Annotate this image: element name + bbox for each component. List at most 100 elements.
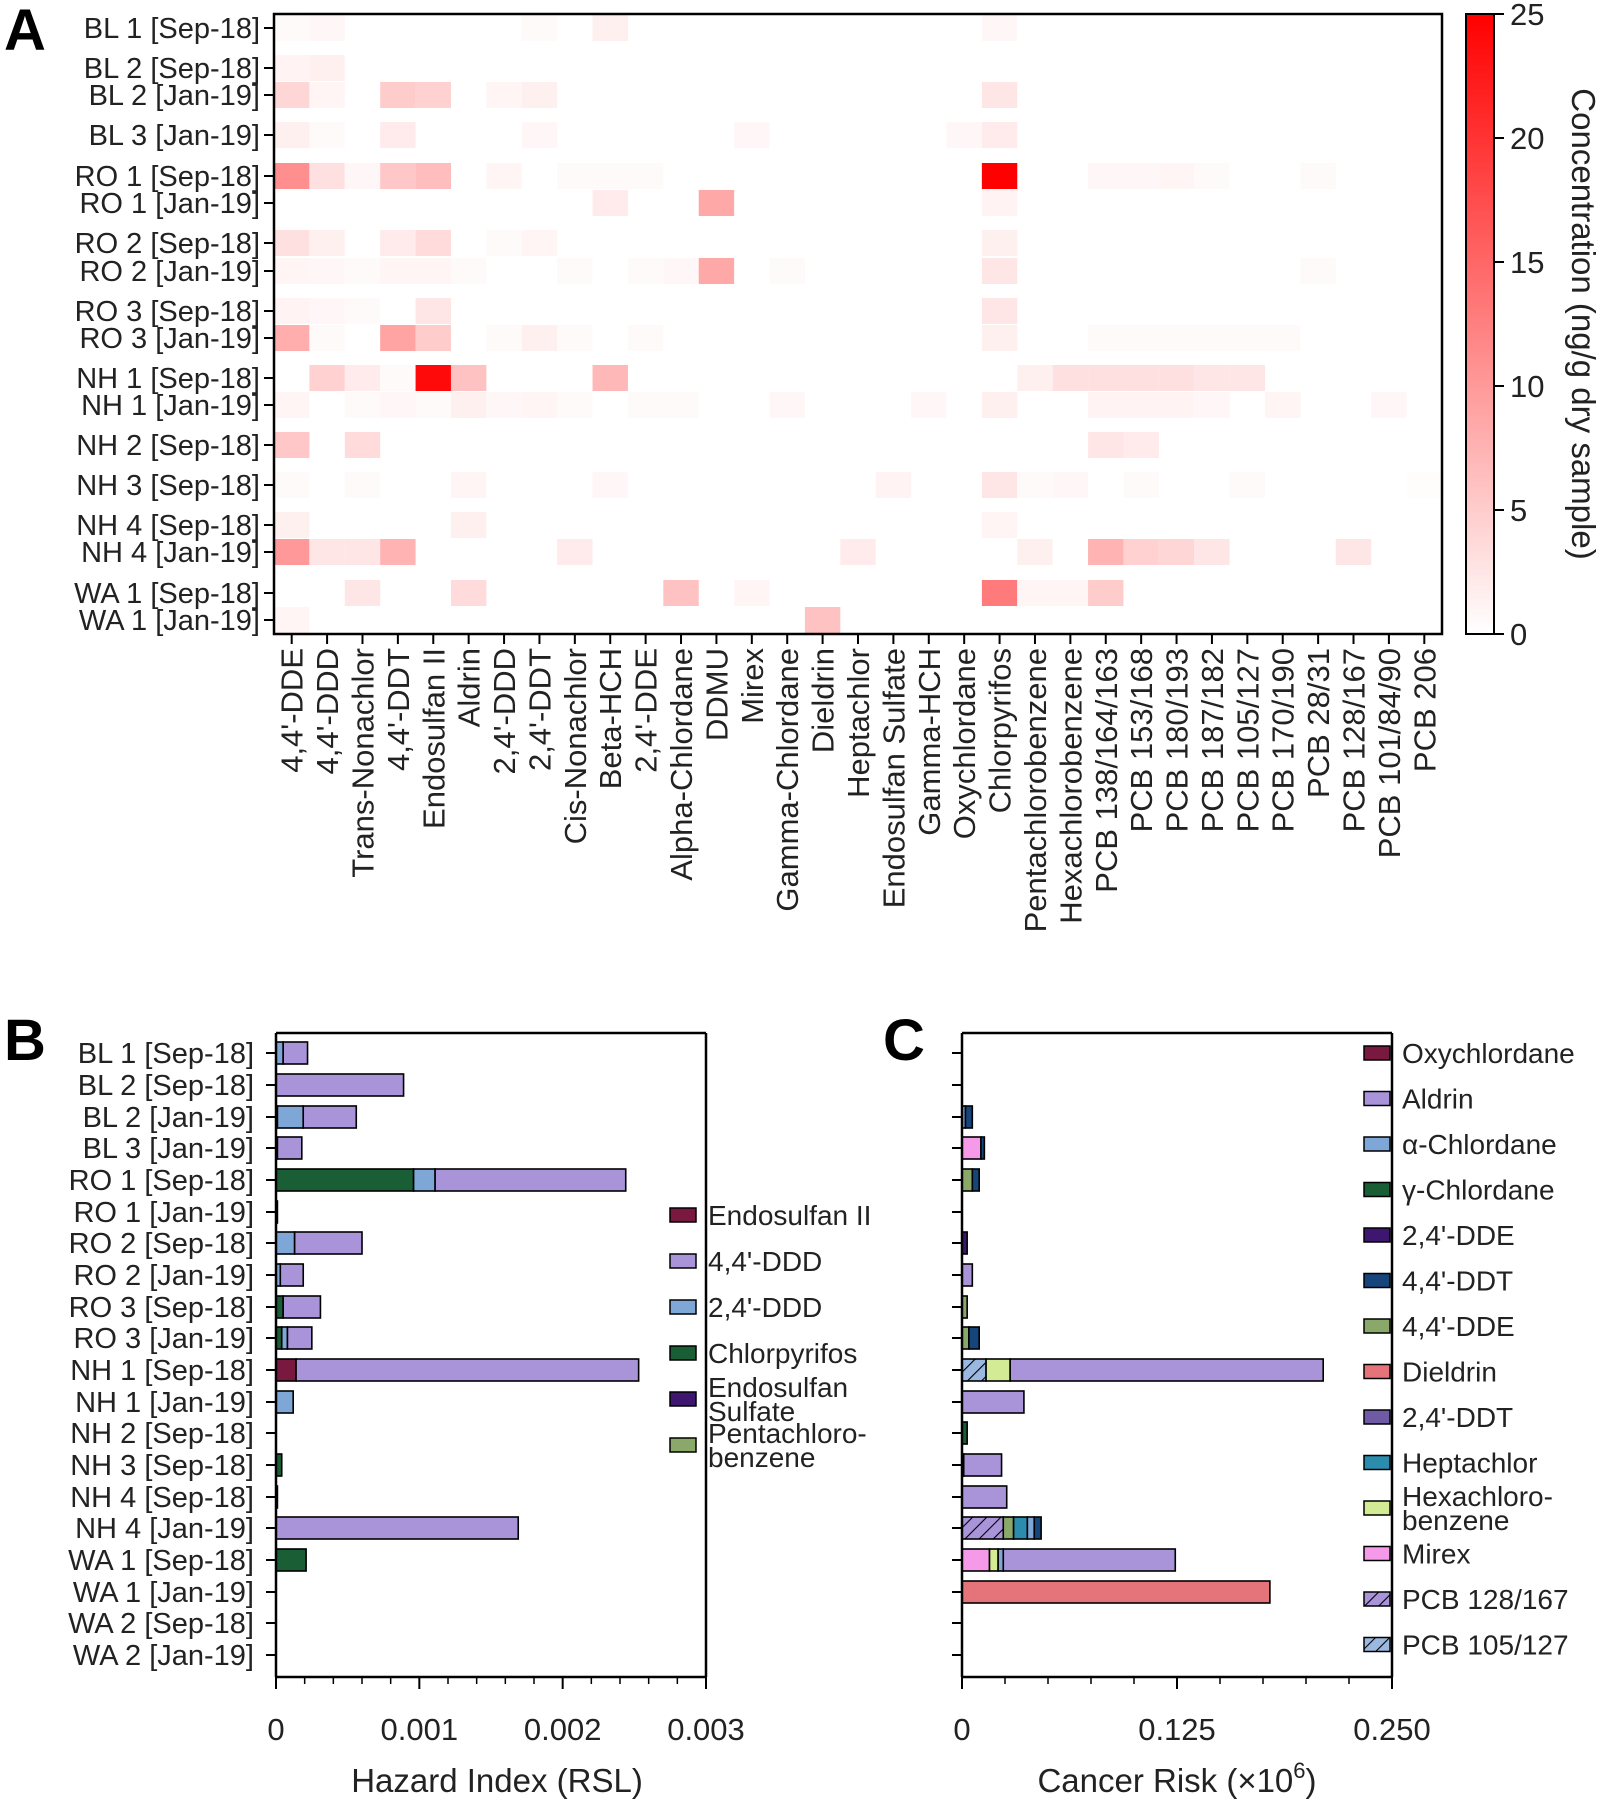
heat-col-label: Beta-HCH [593, 648, 628, 789]
heat-cell-ro-2-sep-18-chlorpyrifos [981, 230, 1018, 256]
hazard-category-label: NH 1 [Sep-18] [70, 1355, 254, 1387]
heat-col-label: PCB 101/84/90 [1372, 648, 1407, 858]
heat-col-label: PCB 180/193 [1160, 648, 1195, 832]
cancer-bar-hatch-nh-1-sep-18-pcb-105-127 [962, 1359, 987, 1381]
heat-col-label: Oxychlordane [947, 648, 982, 839]
hazard-category-label: BL 2 [Sep-18] [78, 1070, 254, 1102]
heat-cell-ro-3-jan-19-4-4-dde [274, 325, 310, 351]
heat-cell-ro-2-sep-18-4-4-ddd [309, 230, 345, 256]
heat-row-label: WA 1 [Sep-18] [74, 578, 260, 610]
heat-col-label: 4,4'-DDE [275, 648, 310, 773]
colorbar-tick-label: 0 [1510, 617, 1527, 652]
heat-col-label: DDMU [699, 648, 734, 741]
heat-cell-nh-1-jan-19-4-4-ddt [380, 392, 416, 418]
heat-cell-ro-3-jan-19-pcb-105-127 [1229, 325, 1266, 351]
hazard-category-label: BL 1 [Sep-18] [78, 1038, 254, 1070]
cancer-bar-nh-1-jan-19-aldrin [961, 1390, 1025, 1414]
heat-cell-nh-1-jan-19-2-4-ddd [486, 392, 522, 418]
heat-col-label: PCB 170/190 [1266, 648, 1301, 832]
cancer-legend-label-2-4-dde: 2,4'-DDE [1402, 1220, 1515, 1251]
cancer-legend-label-hexachloro-benzene: benzene [1402, 1505, 1509, 1536]
heat-cell-ro-2-sep-18-endosulfan-ii [415, 230, 451, 256]
cancer-risk-bars [961, 1105, 1324, 1604]
cancer-legend-swatch-2-4-dde [1363, 1227, 1391, 1243]
heat-cell-wa-1-sep-18-hexachlorobenzene [1052, 580, 1089, 606]
hazard-legend-swatch-endosulfan-ii [669, 1207, 697, 1223]
cancer-bar-ro-2-jan-19-aldrin [961, 1263, 974, 1287]
heat-cell-ro-1-jan-19-ddmu [698, 190, 735, 216]
heat-cell-ro-1-sep-18-pcb-138-164-163 [1088, 163, 1124, 189]
cancer-legend-label-chlordane: γ-Chlordane [1402, 1175, 1555, 1206]
heat-cell-nh-1-sep-18-4-4-ddt [380, 365, 416, 391]
heat-cell-nh-1-sep-18-pcb-153-168 [1123, 365, 1159, 391]
heat-cell-nh-1-sep-18-aldrin [450, 365, 487, 391]
heat-cell-nh-4-sep-18-aldrin [450, 512, 487, 538]
heat-cell-ro-2-jan-19-4-4-ddd [309, 258, 345, 284]
cancer-bar-nh-4-jan-19-chlordane [1026, 1516, 1036, 1540]
hazard-bar-bl-3-jan-19-4-4-ddd [276, 1136, 303, 1160]
heat-cell-nh-1-jan-19-pcb-187-182 [1194, 392, 1230, 418]
cancer-x-label-exponent: 6 [1293, 1758, 1305, 1783]
heat-cell-ro-1-sep-18-endosulfan-ii [415, 163, 451, 189]
cancer-bar-wa-1-sep-18-mirex [961, 1548, 991, 1572]
heat-cell-nh-1-sep-18-pcb-180-193 [1158, 365, 1195, 391]
hazard-x-tick-label: 0 [267, 1712, 284, 1747]
heat-cell-ro-3-jan-19-4-4-ddd [309, 325, 345, 351]
heat-col-label: Cis-Nonachlor [558, 648, 593, 844]
cancer-bar-nh-4-jan-19-heptachlor [1012, 1516, 1029, 1540]
heat-col-label: PCB 128/167 [1337, 648, 1372, 832]
cancer-category-ticks [952, 1052, 962, 1656]
heat-cell-nh-1-sep-18-trans-nonachlor [344, 365, 381, 391]
heat-col-label: PCB 28/31 [1301, 648, 1336, 798]
hazard-category-label: RO 1 [Sep-18] [69, 1165, 254, 1197]
hazard-legend-label-chlorpyrifos: Chlorpyrifos [708, 1338, 857, 1369]
heat-cell-ro-2-jan-19-cis-nonachlor [557, 258, 593, 284]
heatmap-column-labels: 4,4'-DDE 4,4'-DDD Trans-Nonachlor 4,4'-DDT E… [275, 634, 1442, 932]
cancer-bar-nh-1-sep-18-aldrin [1009, 1358, 1324, 1382]
cancer-legend-label-aldrin: Aldrin [1402, 1084, 1474, 1115]
heat-cell-ro-3-jan-19-pcb-170-190 [1265, 325, 1301, 351]
heat-cell-nh-1-jan-19-pcb-153-168 [1123, 392, 1159, 418]
heat-cell-ro-2-sep-18-4-4-dde [274, 230, 310, 256]
heat-cell-wa-1-sep-18-pentachlorobenzene [1017, 580, 1053, 606]
cancer-legend-label-chlordane: α-Chlordane [1402, 1129, 1557, 1160]
heat-cell-bl-2-jan-19-endosulfan-ii [415, 82, 451, 108]
cancer-legend-swatch-2-4-ddt [1363, 1409, 1391, 1425]
heat-cell-bl-2-sep-18-4-4-ddd [309, 55, 345, 81]
heatmap-row-labels: BL 1 [Sep-18] BL 2 [Sep-18]BL 2 [Jan-19] B… [74, 13, 274, 637]
heat-cell-ro-1-sep-18-trans-nonachlor [344, 163, 381, 189]
heat-cell-bl-1-sep-18-2-4-ddt [521, 15, 558, 41]
heat-cell-nh-1-jan-19-pcb-138-164-163 [1088, 392, 1124, 418]
heat-cell-ro-3-jan-19-pcb-153-168 [1123, 325, 1159, 351]
heat-cell-ro-1-jan-19-chlorpyrifos [981, 190, 1018, 216]
heat-cell-nh-2-sep-18-pcb-153-168 [1123, 432, 1159, 458]
cancer-bar-nh-1-sep-18-hexachloro-benzene [985, 1358, 1011, 1382]
hazard-legend-label-2-4-ddd: 2,4'-DDD [708, 1292, 822, 1323]
cancer-legend-swatch-oxychlordane [1363, 1045, 1391, 1061]
heat-col-label: 4,4'-DDT [381, 648, 416, 771]
heat-cell-ro-3-jan-19-pcb-187-182 [1194, 325, 1230, 351]
heat-cell-ro-2-jan-19-gamma-chlordane [769, 258, 805, 284]
hazard-bar-ro-1-sep-18-4-4-ddd [434, 1168, 627, 1192]
heat-col-label: Pentachlorobenzene [1018, 648, 1053, 932]
heat-cell-ro-1-sep-18-2-4-ddd [486, 163, 522, 189]
heat-cell-nh-1-sep-18-pcb-138-164-163 [1088, 365, 1124, 391]
hazard-legend: Endosulfan II 4,4'-DDD 2,4'-DDD Chlorpyrifo… [669, 1200, 871, 1473]
heat-col-label: Gamma-Chlordane [770, 648, 805, 912]
heat-cell-nh-4-sep-18-4-4-dde [274, 512, 310, 538]
heat-cell-nh-1-jan-19-gamma-hch [911, 392, 947, 418]
hazard-bar-ro-1-sep-18-chlorpyrifos [275, 1168, 415, 1192]
cancer-legend-hatch-pcb-128-167 [1364, 1592, 1390, 1606]
heat-cell-ro-3-jan-19-endosulfan-ii [415, 325, 451, 351]
cancer-legend-swatch-chlordane [1363, 1136, 1391, 1152]
heat-cell-ro-1-sep-18-pcb-153-168 [1123, 163, 1159, 189]
cancer-bar-wa-1-sep-18-aldrin [1002, 1548, 1177, 1572]
heat-cell-ro-2-jan-19-alpha-chlordane [663, 258, 699, 284]
heat-cell-nh-4-jan-19-pentachlorobenzene [1017, 539, 1053, 565]
colorbar-tick-label: 5 [1510, 493, 1527, 528]
hazard-bar-nh-1-sep-18-endosulfan-ii [275, 1358, 297, 1382]
heat-cell-wa-1-sep-18-mirex [734, 580, 770, 606]
heat-row-label: RO 1 [Sep-18] [75, 161, 260, 193]
